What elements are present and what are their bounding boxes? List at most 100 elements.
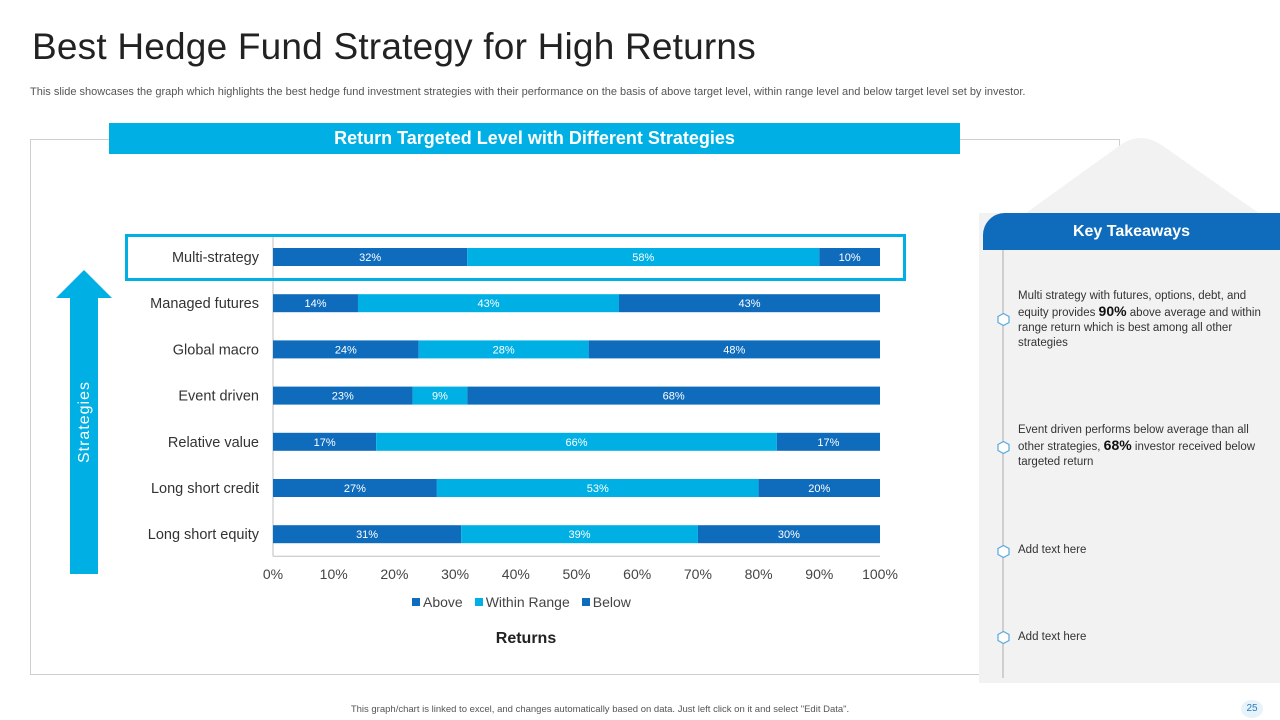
footer-note: This graph/chart is linked to excel, and… xyxy=(0,704,1280,715)
category-label: Multi-strategy xyxy=(172,250,260,266)
legend-item-within: Within Range xyxy=(474,594,570,610)
category-label: Relative value xyxy=(168,435,259,451)
data-label: 31% xyxy=(356,529,378,541)
takeaway-text: Add text here xyxy=(1018,631,1087,643)
data-label: 20% xyxy=(808,483,830,495)
data-label: 17% xyxy=(817,437,839,449)
bar-segment-within-range xyxy=(412,386,468,405)
bar-segment-within-range xyxy=(467,248,820,266)
x-tick-label: 100% xyxy=(862,566,898,582)
page-number: 25 xyxy=(1241,700,1263,718)
category-label: Long short credit xyxy=(151,481,259,497)
data-label: 10% xyxy=(839,252,861,264)
bar-segment-below xyxy=(819,248,880,266)
category-label: Managed futures xyxy=(150,296,259,312)
data-label: 14% xyxy=(304,298,326,310)
chart-title: Return Targeted Level with Different Str… xyxy=(109,123,960,154)
data-label: 24% xyxy=(335,344,357,356)
takeaways-title: Key Takeaways xyxy=(983,213,1280,250)
takeaway-item-3: Add text here xyxy=(1018,543,1272,558)
x-tick-label: 40% xyxy=(502,566,530,582)
takeaway-item-4: Add text here xyxy=(1018,630,1272,645)
data-label: 53% xyxy=(587,483,609,495)
x-tick-label: 60% xyxy=(623,566,651,582)
bar-segment-within-range xyxy=(357,294,619,313)
x-tick-label: 20% xyxy=(380,566,408,582)
bar-segment-below xyxy=(588,340,880,359)
bar-segment-within-range xyxy=(436,479,759,497)
slide-subtitle: This slide showcases the graph which hig… xyxy=(30,86,1026,98)
slide-title: Best Hedge Fund Strategy for High Return… xyxy=(32,26,756,67)
x-tick-label: 70% xyxy=(684,566,712,582)
bar-segment-above xyxy=(273,386,413,405)
data-label: 30% xyxy=(778,529,800,541)
x-tick-label: 0% xyxy=(263,566,283,582)
takeaway-highlight: 90% xyxy=(1098,303,1127,319)
x-tick-label: 10% xyxy=(320,566,348,582)
legend-swatch-below xyxy=(581,598,590,606)
takeaway-text: above average and within range return wh… xyxy=(1018,307,1261,349)
data-label: 32% xyxy=(359,252,381,264)
data-label: 39% xyxy=(569,529,591,541)
takeaways-roof-shape xyxy=(1019,138,1280,218)
bar-segment-below xyxy=(697,525,880,544)
x-tick-label: 30% xyxy=(441,566,469,582)
takeaways-panel xyxy=(979,213,1280,683)
footer-text: This graph/chart is linked to excel, and… xyxy=(350,704,850,715)
chart-legend: Above Within Range Below xyxy=(412,594,631,610)
bar-segment-within-range xyxy=(418,340,589,359)
bar-segment-within-range xyxy=(461,525,698,544)
highlight-box xyxy=(125,234,906,281)
bar-segment-above xyxy=(273,525,462,544)
legend-label-above: Above xyxy=(423,594,463,610)
data-label: 28% xyxy=(493,344,515,356)
category-label: Global macro xyxy=(173,342,259,358)
bar-segment-below xyxy=(758,479,880,497)
bar-segment-above xyxy=(273,248,468,266)
takeaways-timeline xyxy=(1002,250,1004,678)
bar-segment-below xyxy=(618,294,880,313)
x-tick-label: 50% xyxy=(562,566,590,582)
legend-swatch-above xyxy=(412,598,420,606)
takeaway-text: Event driven performs below average than… xyxy=(1018,424,1249,453)
x-axis-title: Returns xyxy=(495,630,557,647)
takeaway-highlight: 68% xyxy=(1103,437,1132,453)
bar-segment-above xyxy=(273,340,419,359)
legend-item-above: Above xyxy=(412,594,463,610)
data-label: 17% xyxy=(314,437,336,449)
legend-label-below: Below xyxy=(592,594,631,610)
bar-segment-above xyxy=(273,432,377,451)
bar-segment-below xyxy=(776,432,880,451)
takeaway-node-icon xyxy=(997,545,1010,558)
takeaway-item-2: Event driven performs below average than… xyxy=(1018,423,1272,470)
category-label: Event driven xyxy=(178,389,259,405)
data-label: 9% xyxy=(432,391,448,403)
bar-segment-within-range xyxy=(376,432,777,451)
legend-label-within: Within Range xyxy=(485,594,570,610)
legend-item-below: Below xyxy=(581,594,631,610)
data-label: 27% xyxy=(344,483,366,495)
x-tick-label: 90% xyxy=(805,566,833,582)
takeaway-node-icon xyxy=(997,631,1010,644)
takeaway-item-1: Multi strategy with futures, options, de… xyxy=(1018,289,1272,351)
takeaway-text: investor received below targeted return xyxy=(1018,441,1256,468)
data-label: 43% xyxy=(738,298,760,310)
takeaway-text: Add text here xyxy=(1018,544,1087,556)
x-tick-label: 80% xyxy=(745,566,773,582)
takeaway-text: Multi strategy with futures, options, de… xyxy=(1018,290,1247,319)
data-label: 48% xyxy=(723,344,745,356)
data-label: 58% xyxy=(632,252,654,264)
bar-segment-below xyxy=(467,386,880,405)
data-label: 66% xyxy=(565,437,587,449)
legend-swatch-within xyxy=(474,598,483,606)
data-label: 43% xyxy=(477,298,499,310)
category-label: Long short equity xyxy=(148,527,260,543)
up-arrow-icon xyxy=(56,270,112,574)
takeaway-node-icon xyxy=(997,313,1010,326)
bar-segment-above xyxy=(273,294,358,313)
data-label: 68% xyxy=(663,391,685,403)
takeaway-node-icon xyxy=(997,441,1010,454)
data-label: 23% xyxy=(332,391,354,403)
bar-segment-above xyxy=(273,479,437,497)
